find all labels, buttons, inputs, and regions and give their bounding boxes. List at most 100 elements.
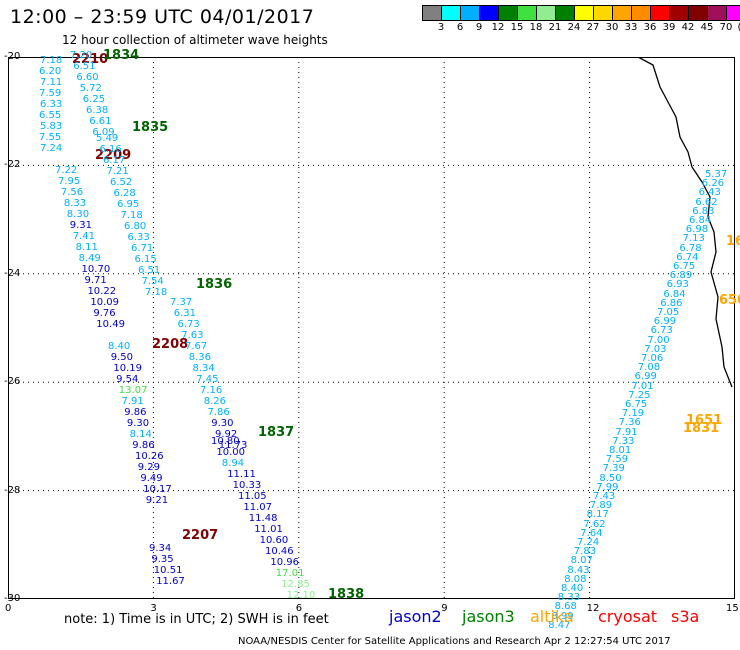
wave-height-value: 6.55 <box>39 110 62 121</box>
legend-item-cryosat: cryosat <box>598 607 658 626</box>
wave-height-value: 12.85 <box>281 579 310 590</box>
wave-height-value: 9.54 <box>116 374 139 385</box>
wave-height-value: 9.29 <box>137 462 160 473</box>
wave-height-value: 11.01 <box>254 524 283 535</box>
wave-height-value: 6.09 <box>92 127 115 138</box>
color-scale-swatch <box>518 6 537 20</box>
wave-height-value: 6.25 <box>82 94 106 105</box>
pass-time-label: 2209 <box>95 148 132 163</box>
wave-height-value: 11.11 <box>227 469 256 480</box>
longitude-label: 0 <box>5 603 12 614</box>
wave-height-value: 6.80 <box>124 221 147 232</box>
wave-height-value: 7.21 <box>106 166 129 177</box>
wave-height-value: 8.99 <box>551 610 574 622</box>
wave-height-value: 9.30 <box>126 418 150 429</box>
color-scale-label: 3 <box>437 22 445 33</box>
wave-height-value: 9.50 <box>110 352 133 363</box>
wave-height-value: 7.13 <box>682 233 705 245</box>
pass-time-label: 1834 <box>103 48 140 63</box>
wave-height-value: 12.10 <box>286 590 316 601</box>
wave-height-value: 7.18 <box>40 55 63 66</box>
map-canvas <box>8 57 735 599</box>
wave-height-value: 7.56 <box>60 187 84 198</box>
wave-height-value: 6.84 <box>689 215 712 226</box>
latitude-label: -24 <box>4 267 21 279</box>
longitude-label: 12 <box>586 603 600 614</box>
color-scale-bar <box>422 5 740 21</box>
wave-height-value: 8.68 <box>554 601 577 613</box>
wave-height-value: 9.92 <box>215 429 238 440</box>
wave-height-value: 10.70 <box>81 264 111 275</box>
wave-height-value: 8.33 <box>63 198 87 209</box>
wave-height-value: 8.36 <box>188 352 212 363</box>
wave-height-value: 17.01 <box>275 568 305 579</box>
wave-height-value: 7.25 <box>628 389 651 401</box>
wave-height-value: 7.86 <box>207 407 230 418</box>
wave-height-value: 10.22 <box>87 286 117 297</box>
wave-height-value: 7.03 <box>644 343 667 355</box>
wave-height-value: 7.16 <box>200 385 223 396</box>
wave-height-value: 6.33 <box>40 99 63 110</box>
wave-height-value: 7.91 <box>121 396 144 407</box>
wave-height-value: 7.11 <box>40 77 63 88</box>
color-scale-label: 70 <box>719 22 733 33</box>
color-scale-swatch <box>442 6 461 20</box>
wave-height-value: 7.33 <box>612 435 635 447</box>
map-plot-area[interactable]: 7.18 6.20 7.11 7.59 6.33 6.55 5.83 7.55 7.24 2210… <box>8 48 740 631</box>
wave-height-value: 7.43 <box>593 491 616 502</box>
wave-height-value: 9.35 <box>151 554 174 565</box>
color-scale-label: 39 <box>662 22 676 33</box>
wave-height-value: 8.17 <box>586 509 609 521</box>
wave-height-value: 9.86 <box>132 440 155 451</box>
wave-height-value: 6.26 <box>701 178 725 190</box>
wave-height-value: 11.48 <box>248 513 278 524</box>
wave-height-value: 7.22 <box>55 165 78 176</box>
wave-height-value: 7.19 <box>621 408 645 420</box>
wave-height-value: 8.34 <box>192 363 215 374</box>
color-scale-swatch <box>594 6 613 20</box>
color-scale-swatch <box>651 6 670 20</box>
pass-time-label: 1835 <box>132 120 169 135</box>
wave-height-value: 7.36 <box>618 417 641 429</box>
color-scale-swatch <box>556 6 575 20</box>
wave-height-value: 7.18 <box>120 210 143 221</box>
wave-height-value: 6.28 <box>113 188 136 199</box>
wave-height-value: 7.41 <box>72 231 95 242</box>
pass-time-label: 2208 <box>152 337 189 352</box>
color-scale-swatch <box>727 6 740 20</box>
wave-height-value: 8.14 <box>129 429 152 440</box>
altika-pass-label: 1831 <box>683 421 720 436</box>
wave-height-value: 10.26 <box>135 451 164 462</box>
wave-height-value: 6.52 <box>110 177 133 188</box>
wave-height-value: 6.86 <box>660 297 683 309</box>
color-scale-label: 30 <box>605 22 619 33</box>
wave-height-value: 8.11 <box>75 242 98 253</box>
latitude-label: -22 <box>4 159 21 171</box>
altika-pass-label: 16 <box>726 234 740 249</box>
wave-height-value: 11.05 <box>238 491 267 502</box>
wave-height-value: 10.46 <box>265 546 294 557</box>
wave-height-value: 10.80 <box>211 436 240 447</box>
color-scale-label: 27 <box>586 22 600 33</box>
wave-height-value: 7.64 <box>580 527 603 539</box>
wave-height-value: 7.95 <box>57 176 81 187</box>
color-scale-swatch <box>499 6 518 20</box>
pass-time-label: 1838 <box>328 587 365 602</box>
wave-height-value: 10.96 <box>270 557 300 568</box>
wave-height-value: 6.17 <box>103 155 126 166</box>
wave-height-value: 7.63 <box>181 330 204 341</box>
wave-height-value: 11.73 <box>218 440 248 451</box>
wave-height-value: 6.99 <box>653 316 677 328</box>
wave-height-value: 7.55 <box>39 132 62 143</box>
wave-height-value: 6.75 <box>673 261 696 272</box>
color-scale-label: 21 <box>548 22 562 33</box>
color-scale-label: 9 <box>475 22 483 33</box>
wave-height-value: 13.07 <box>118 385 148 396</box>
wave-height-value: 9.21 <box>145 495 169 506</box>
latitude-label: -30 <box>4 593 21 604</box>
wave-height-value: 6.51 <box>138 265 161 276</box>
color-scale-label: 36 <box>643 22 657 33</box>
wave-height-value: 5.37 <box>705 169 728 180</box>
longitude-label: 3 <box>150 603 157 614</box>
wave-height-value: 7.05 <box>657 307 680 318</box>
